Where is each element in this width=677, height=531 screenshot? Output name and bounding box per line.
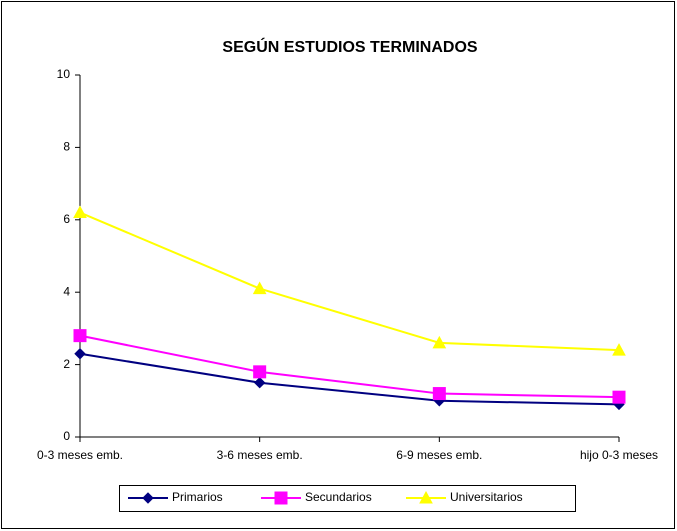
data-point — [74, 348, 86, 360]
data-point — [252, 281, 267, 295]
data-point — [612, 343, 626, 356]
series-line — [79, 211, 620, 352]
series-line — [79, 352, 620, 406]
legend-label: Primarios — [172, 490, 223, 504]
y-tick-label: 0 — [63, 429, 70, 443]
legend-label: Universitarios — [450, 490, 523, 504]
data-point — [432, 335, 447, 349]
legend-marker — [274, 491, 288, 505]
data-point — [73, 205, 87, 219]
data-point — [253, 365, 267, 379]
y-tick-label: 8 — [63, 140, 70, 154]
data-point — [432, 387, 446, 401]
y-tick-label: 4 — [63, 284, 70, 298]
legend-label: Secundarios — [305, 490, 372, 504]
data-point — [253, 376, 266, 389]
legend-marker — [142, 492, 154, 504]
data-point — [73, 329, 87, 343]
data-point — [612, 390, 626, 404]
legend-marker — [419, 490, 433, 504]
legend-box — [119, 485, 576, 512]
x-tick-label: hijo 0-3 meses — [580, 448, 658, 462]
chart-title: SEGÚN ESTUDIOS TERMINADOS — [222, 37, 477, 56]
x-tick-label: 6-9 meses emb. — [396, 448, 482, 462]
series-line — [79, 334, 620, 399]
y-tick-label: 2 — [63, 357, 70, 371]
y-tick-label: 6 — [63, 212, 70, 226]
x-tick-label: 3-6 meses emb. — [217, 448, 303, 462]
y-tick-label: 10 — [57, 67, 71, 81]
x-tick-label: 0-3 meses emb. — [37, 448, 123, 462]
